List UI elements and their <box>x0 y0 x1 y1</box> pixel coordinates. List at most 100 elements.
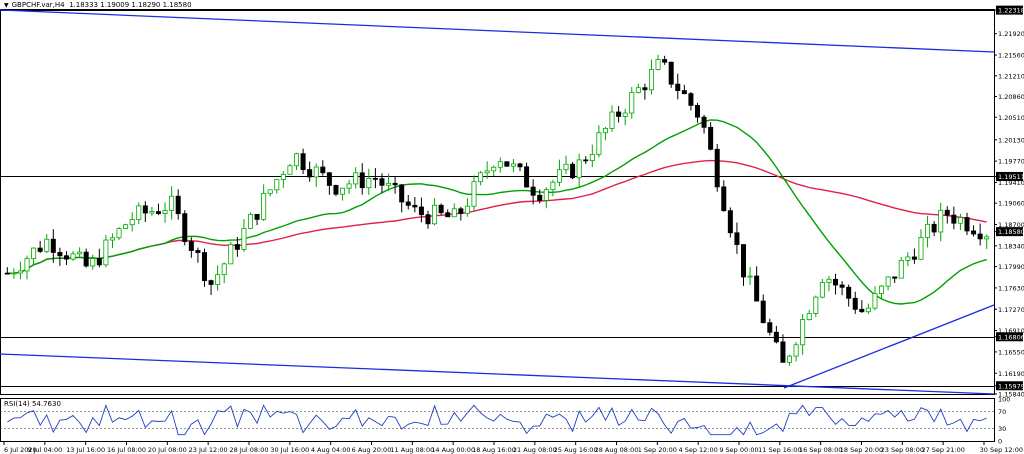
price-label-box <box>996 227 1023 237</box>
candle-body <box>63 255 69 260</box>
collapse-triangle-icon[interactable]: ▼ <box>4 2 9 9</box>
candle-body <box>826 278 832 283</box>
price-tick-label: 1.21560 <box>998 52 1024 60</box>
uptrend-line[interactable] <box>783 304 995 389</box>
rsi-plot-frame <box>0 398 995 442</box>
time-tick-label: 28 Aug 08:00 <box>595 446 639 454</box>
price-label-box <box>996 5 1023 15</box>
price-tick-label: 1.19410 <box>998 179 1024 187</box>
candle-body <box>432 204 438 225</box>
time-tick-label: 4 Sep 12:00 <box>679 446 718 454</box>
rsi-line <box>7 403 987 436</box>
candle-body <box>721 186 727 212</box>
candle-body <box>589 154 595 161</box>
price-label-box <box>996 381 1023 391</box>
price-tick-label: 1.19511 <box>998 173 1024 181</box>
candle-body <box>576 159 582 179</box>
time-tick-label: 9 Sep 00:00 <box>719 446 758 454</box>
candle-body <box>372 177 378 180</box>
rsi-label: RSI(14) 54.7630 <box>4 400 61 408</box>
candle-body <box>11 272 17 275</box>
candle-body <box>412 204 418 208</box>
candle-body <box>471 181 477 207</box>
price-tick-label: 1.15979 <box>998 382 1024 390</box>
candle-body <box>326 172 332 186</box>
time-tick-label: 14 Aug 00:00 <box>431 446 475 454</box>
candle-body <box>931 223 937 233</box>
price-tick-label: 1.21210 <box>998 72 1024 80</box>
candle-body <box>944 209 950 216</box>
candle-body <box>681 90 687 95</box>
candle-body <box>642 87 648 91</box>
candle-body <box>727 210 733 234</box>
candle-body <box>583 159 589 162</box>
candle-body <box>550 181 556 190</box>
candle-body <box>879 285 885 295</box>
candle-body <box>813 296 819 314</box>
candle-body <box>563 163 569 171</box>
candle-body <box>635 87 641 93</box>
candle-body <box>964 217 970 232</box>
candle-body <box>957 217 963 224</box>
candle-body <box>169 195 175 211</box>
price-tick-label: 1.18340 <box>998 242 1024 250</box>
candle-body <box>780 341 786 363</box>
rsi-tick-label: 30 <box>998 425 1006 433</box>
time-tick-label: 18 Aug 16:00 <box>472 446 516 454</box>
time-tick-label: 11 Sep 16:00 <box>758 446 801 454</box>
time-tick-label: 25 Aug 16:00 <box>554 446 598 454</box>
price-tick-label: 1.17630 <box>998 284 1024 292</box>
candle-body <box>215 274 221 285</box>
candle-body <box>425 214 431 225</box>
candle-body <box>852 297 858 310</box>
price-axis: 1.22318 1.21920 1.21560 1.21210 1.20860 1.205… <box>994 5 1024 399</box>
candle-body <box>938 209 944 233</box>
candle-body <box>399 184 405 203</box>
candle-body <box>379 178 385 186</box>
candle-body <box>609 111 615 129</box>
price-tick-label: 1.18580 <box>998 228 1024 236</box>
candle-body <box>208 280 214 285</box>
ohlc-values: 1.18333 1.19009 1.18290 1.18580 <box>69 1 192 9</box>
candle-body <box>734 232 740 245</box>
moving-average-slow <box>7 159 987 274</box>
candle-body <box>346 183 352 189</box>
price-tick-label: 1.17270 <box>998 306 1024 314</box>
candle-body <box>655 59 661 70</box>
candle-body <box>918 237 924 260</box>
price-tick-label: 1.19060 <box>998 200 1024 208</box>
candle-body <box>767 322 773 333</box>
candle-body <box>740 244 747 278</box>
candle-body <box>451 208 457 218</box>
rsi-tick-label: 100 <box>998 396 1010 404</box>
candle-body <box>57 252 63 257</box>
price-tick-label: 1.16806 <box>998 333 1024 341</box>
candle-body <box>701 116 707 128</box>
candle-body <box>602 128 608 134</box>
candle-body <box>694 104 700 118</box>
candle-body <box>464 205 470 214</box>
price-tick-label: 1.16190 <box>998 370 1024 378</box>
candle-body <box>320 166 326 174</box>
candle-body <box>228 244 234 265</box>
channel-upper-line[interactable] <box>0 9 995 53</box>
candle-body <box>596 132 602 155</box>
candle-body <box>537 194 543 201</box>
candle-body <box>359 172 365 189</box>
candle-body <box>543 189 549 201</box>
candle-body <box>24 258 30 272</box>
candle-body <box>622 112 628 117</box>
channel-lower-line[interactable] <box>0 353 995 395</box>
rsi-axis: 100 70 30 0 <box>998 396 1010 446</box>
candlestick-series <box>4 54 990 366</box>
time-tick-label: 11 Aug 08:00 <box>390 446 434 454</box>
candle-body <box>241 227 247 250</box>
candle-body <box>497 161 503 168</box>
candle-body <box>50 238 56 253</box>
time-tick-label: 16 Jul 08:00 <box>107 446 146 454</box>
time-tick-label: 28 Jul 08:00 <box>230 446 269 454</box>
price-tick-label: 1.21920 <box>998 30 1024 38</box>
time-tick-label: 16 Sep 08:00 <box>799 446 842 454</box>
candle-body <box>195 250 201 253</box>
